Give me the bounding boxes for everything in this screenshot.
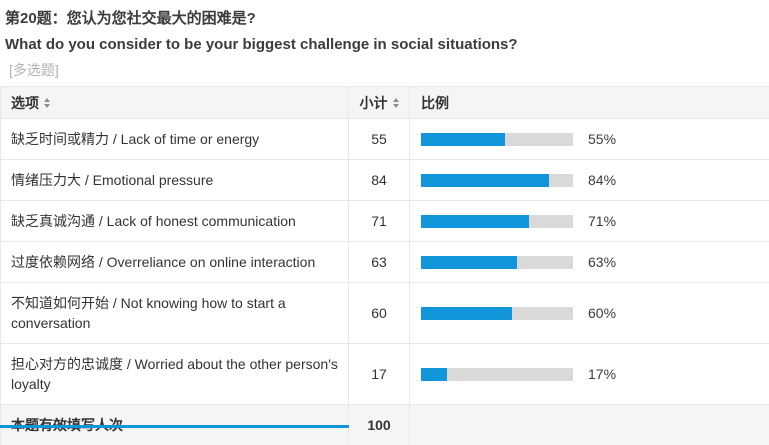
- percent-label: 84%: [588, 172, 617, 188]
- column-header-subtotal-label: 小计: [359, 94, 388, 111]
- table-row: 担心对方的忠诚度 / Worried about the other perso…: [1, 344, 769, 405]
- column-header-option[interactable]: 选项: [1, 87, 349, 118]
- sort-icon[interactable]: [392, 97, 399, 108]
- percent-bar-fill: [421, 214, 529, 228]
- option-cell: 情绪压力大 / Emotional pressure: [1, 160, 349, 200]
- percent-bar-fill: [421, 255, 517, 269]
- column-header-option-label: 选项: [11, 94, 39, 111]
- column-header-subtotal[interactable]: 小计: [349, 87, 410, 118]
- table-header-row: 选项 小计 比例: [1, 87, 769, 119]
- ratio-cell: 63%: [410, 242, 769, 282]
- column-header-ratio: 比例: [410, 87, 769, 118]
- percent-label: 55%: [588, 131, 617, 147]
- subtotal-cell: 84: [349, 160, 410, 200]
- subtotal-cell: 60: [349, 283, 410, 343]
- option-cell: 缺乏时间或精力 / Lack of time or energy: [1, 119, 349, 159]
- question-title-zh: 第20题：您认为您社交最大的困难是?: [5, 10, 256, 27]
- table-row: 缺乏真诚沟通 / Lack of honest communication 71…: [1, 201, 769, 242]
- footer-value: 100: [349, 405, 410, 445]
- option-cell: 担心对方的忠诚度 / Worried about the other perso…: [1, 344, 349, 404]
- table-row: 过度依赖网络 / Overreliance on online interact…: [1, 242, 769, 283]
- table-body: 缺乏时间或精力 / Lack of time or energy 55 55% …: [1, 119, 769, 405]
- question-header: 第20题：您认为您社交最大的困难是? What do you consider …: [0, 0, 769, 81]
- percent-bar-fill: [421, 367, 447, 381]
- ratio-cell: 60%: [410, 283, 769, 343]
- option-cell: 过度依赖网络 / Overreliance on online interact…: [1, 242, 349, 282]
- percent-bar-track: [421, 173, 573, 187]
- percent-label: 17%: [588, 366, 617, 382]
- sort-icon[interactable]: [44, 97, 50, 108]
- stats-table: 选项 小计 比例 缺乏时间或精力 / Lack of time or energ…: [0, 86, 769, 445]
- subtotal-cell: 71: [349, 201, 410, 241]
- ratio-cell: 71%: [410, 201, 769, 241]
- table-row: 情绪压力大 / Emotional pressure 84 84%: [1, 160, 769, 201]
- percent-bar-track: [421, 306, 573, 320]
- percent-bar-fill: [421, 173, 549, 187]
- percent-bar-fill: [421, 132, 505, 146]
- percent-bar-fill: [421, 306, 513, 320]
- ratio-cell: 17%: [410, 344, 769, 404]
- subtotal-cell: 17: [349, 344, 410, 404]
- bottom-accent-strip: [0, 425, 349, 428]
- percent-bar-track: [421, 132, 573, 146]
- subtotal-cell: 63: [349, 242, 410, 282]
- column-header-ratio-label: 比例: [421, 94, 449, 111]
- table-row: 缺乏时间或精力 / Lack of time or energy 55 55%: [1, 119, 769, 160]
- question-title-en: What do you consider to be your biggest …: [5, 36, 518, 53]
- percent-label: 60%: [588, 305, 617, 321]
- ratio-cell: 84%: [410, 160, 769, 200]
- percent-bar-track: [421, 214, 573, 228]
- percent-label: 63%: [588, 254, 617, 270]
- option-cell: 不知道如何开始 / Not knowing how to start a con…: [1, 283, 349, 343]
- ratio-cell: 55%: [410, 119, 769, 159]
- table-row: 不知道如何开始 / Not knowing how to start a con…: [1, 283, 769, 344]
- footer-ratio-cell: [410, 405, 769, 445]
- option-cell: 缺乏真诚沟通 / Lack of honest communication: [1, 201, 349, 241]
- percent-bar-track: [421, 255, 573, 269]
- subtotal-cell: 55: [349, 119, 410, 159]
- percent-bar-track: [421, 367, 573, 381]
- question-type-tag: [多选题]: [9, 62, 59, 78]
- percent-label: 71%: [588, 213, 617, 229]
